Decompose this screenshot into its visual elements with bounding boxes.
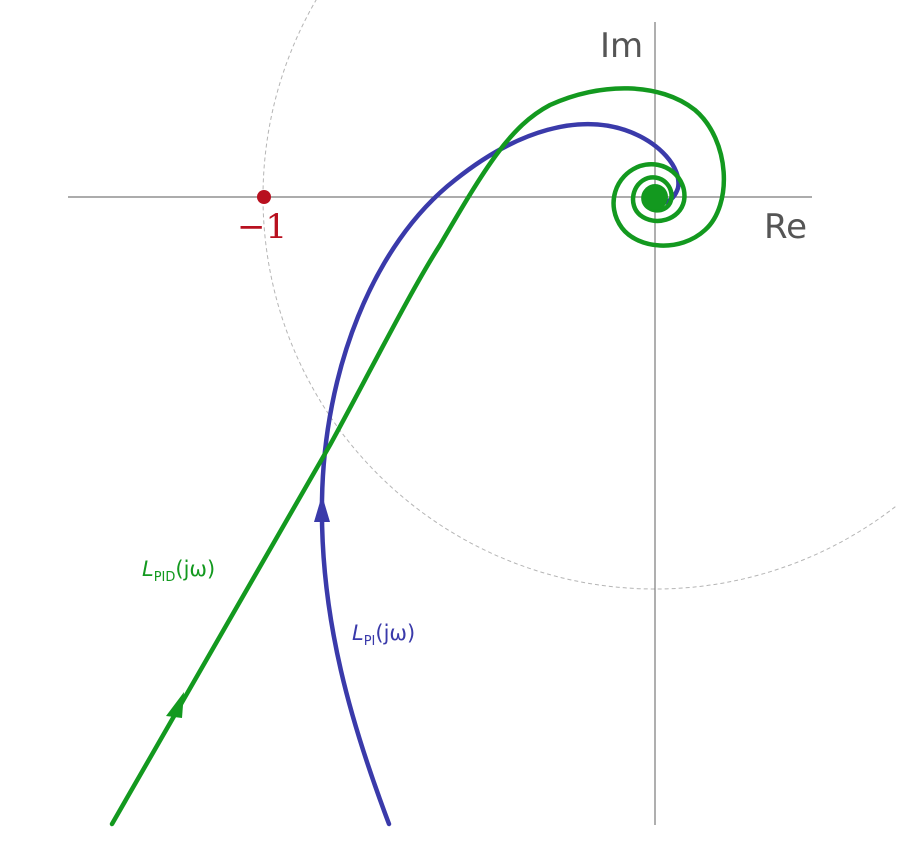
pid-label-base: L [142, 557, 154, 581]
re-axis-label: Re [764, 207, 807, 247]
pid-spiral-core [642, 184, 668, 210]
unit-circle [262, 0, 897, 590]
pid-direction-arrow [166, 692, 184, 718]
pi-label-arg: (jω) [375, 621, 415, 645]
pid-nyquist-curve [109, 86, 727, 827]
pid-label-arg: (jω) [175, 557, 215, 581]
pi-curve-label: LPI(jω) [352, 621, 415, 649]
pi-label-sub: PI [364, 634, 376, 649]
pid-curve-label: LPID(jω) [142, 557, 215, 585]
pi-direction-arrow [314, 495, 330, 522]
pid-label-sub: PID [154, 570, 176, 585]
pi-label-base: L [352, 621, 364, 645]
im-axis-label: Im [600, 26, 643, 66]
critical-point-dot [257, 190, 271, 204]
critical-point-label: −1 [237, 207, 287, 247]
